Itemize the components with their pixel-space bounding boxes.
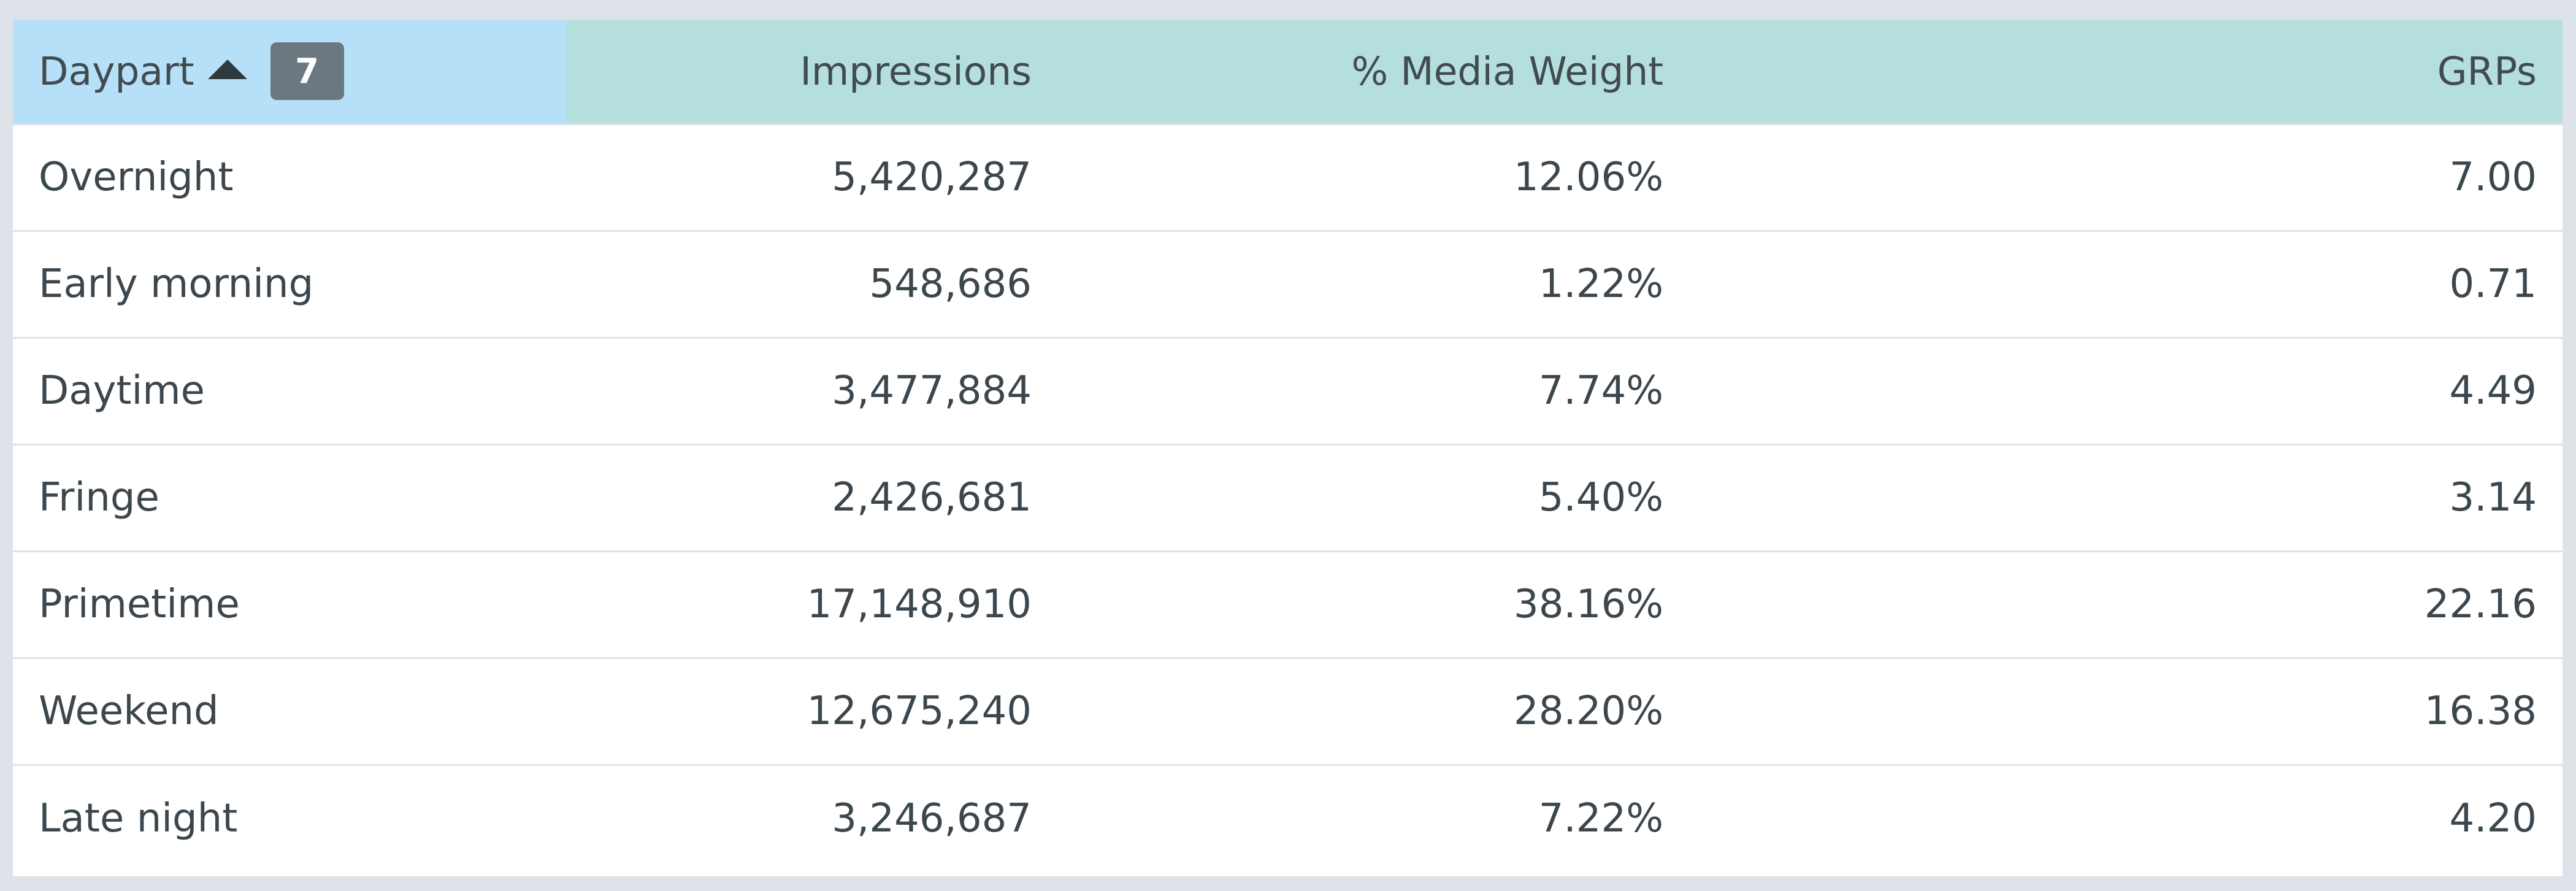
cell-impressions: 3,477,884: [567, 336, 1057, 444]
cell-media-weight: 12.06%: [1057, 123, 1689, 231]
cell-daypart: Daytime: [13, 336, 567, 444]
daypart-table: Daypart 7 Impressions % Media Weight GRP…: [13, 20, 2563, 871]
cell-daypart: Weekend: [13, 657, 567, 765]
column-header-daypart-label: Daypart: [39, 48, 194, 94]
table-row[interactable]: Weekend 12,675,240 28.20% 16.38: [13, 657, 2563, 765]
column-header-impressions-label: Impressions: [800, 48, 1032, 94]
cell-daypart: Overnight: [13, 123, 567, 231]
cell-daypart: Fringe: [13, 443, 567, 551]
table-row[interactable]: Late night 3,246,687 7.22% 4.20: [13, 763, 2563, 871]
table-row[interactable]: Early morning 548,686 1.22% 0.71: [13, 230, 2563, 338]
table-header-row: Daypart 7 Impressions % Media Weight GRP…: [13, 20, 2563, 124]
column-header-impressions[interactable]: Impressions: [567, 20, 1057, 124]
cell-media-weight: 1.22%: [1057, 230, 1689, 338]
cell-impressions: 3,246,687: [567, 763, 1057, 871]
triangle-up-icon[interactable]: [207, 60, 247, 80]
cell-impressions: 12,675,240: [567, 657, 1057, 765]
column-header-grps[interactable]: GRPs: [1689, 20, 2563, 124]
cell-grps: 4.49: [1689, 336, 2563, 444]
cell-daypart: Late night: [13, 763, 567, 871]
table-row[interactable]: Fringe 2,426,681 5.40% 3.14: [13, 443, 2563, 551]
cell-impressions: 548,686: [567, 230, 1057, 338]
cell-impressions: 17,148,910: [567, 550, 1057, 658]
cell-grps: 7.00: [1689, 123, 2563, 231]
cell-grps: 3.14: [1689, 443, 2563, 551]
cell-media-weight: 5.40%: [1057, 443, 1689, 551]
column-header-daypart[interactable]: Daypart 7: [13, 20, 567, 124]
cell-daypart: Early morning: [13, 230, 567, 338]
cell-grps: 16.38: [1689, 657, 2563, 765]
daypart-table-panel: Daypart 7 Impressions % Media Weight GRP…: [13, 20, 2563, 876]
cell-daypart: Primetime: [13, 550, 567, 658]
column-header-media-weight[interactable]: % Media Weight: [1057, 20, 1689, 124]
cell-media-weight: 38.16%: [1057, 550, 1689, 658]
cell-media-weight: 7.22%: [1057, 763, 1689, 871]
cell-grps: 0.71: [1689, 230, 2563, 338]
cell-impressions: 5,420,287: [567, 123, 1057, 231]
row-count-badge: 7: [270, 42, 344, 101]
column-header-grps-label: GRPs: [2437, 48, 2537, 94]
cell-impressions: 2,426,681: [567, 443, 1057, 551]
cell-grps: 4.20: [1689, 763, 2563, 871]
table-row[interactable]: Overnight 5,420,287 12.06% 7.00: [13, 123, 2563, 231]
table-row[interactable]: Primetime 17,148,910 38.16% 22.16: [13, 550, 2563, 658]
column-header-media-weight-label: % Media Weight: [1351, 48, 1663, 94]
cell-media-weight: 28.20%: [1057, 657, 1689, 765]
cell-grps: 22.16: [1689, 550, 2563, 658]
table-row[interactable]: Daytime 3,477,884 7.74% 4.49: [13, 336, 2563, 444]
cell-media-weight: 7.74%: [1057, 336, 1689, 444]
